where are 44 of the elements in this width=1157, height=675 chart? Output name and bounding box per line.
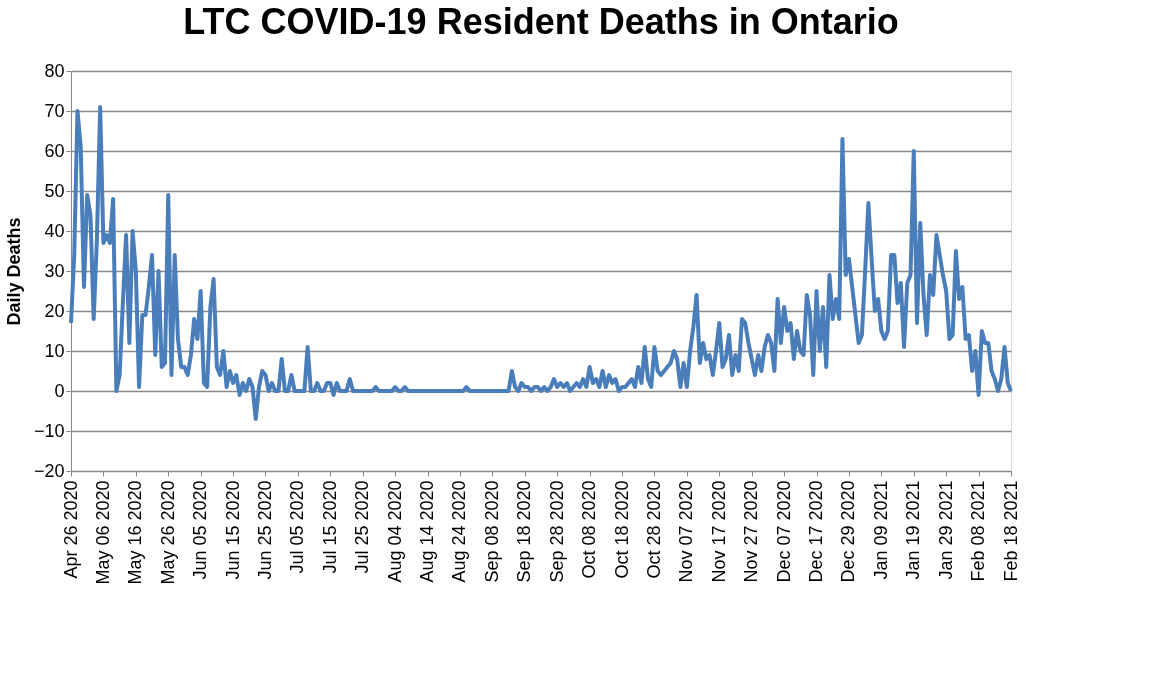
x-tick-label: Jan 19 2021 <box>903 480 924 580</box>
x-tick-label: Jun 25 2020 <box>254 480 275 580</box>
x-tick-label: Oct 18 2020 <box>611 480 632 579</box>
x-tick-label: Sep 28 2020 <box>546 480 567 583</box>
x-tick-label: Jul 25 2020 <box>352 480 373 574</box>
x-tick-label: Jul 15 2020 <box>319 480 340 574</box>
x-tick-label: Feb 18 2021 <box>1000 480 1021 582</box>
x-tick-label: Nov 27 2020 <box>741 480 762 583</box>
y-tick-label: 60 <box>44 140 65 161</box>
y-tick-label: 20 <box>44 300 65 321</box>
y-tick-label: 30 <box>44 260 65 281</box>
x-tick-label: Jan 09 2021 <box>870 480 891 580</box>
chart-title: LTC COVID-19 Resident Deaths in Ontario <box>183 1 899 42</box>
y-tick-label: 0 <box>54 380 65 401</box>
y-tick-label: −20 <box>33 460 65 481</box>
x-tick-label: Nov 07 2020 <box>676 480 697 583</box>
x-tick-label: Nov 17 2020 <box>708 480 729 583</box>
x-tick-label: Dec 29 2020 <box>838 480 859 583</box>
line-series <box>69 105 1013 421</box>
y-tick-label: 40 <box>44 220 65 241</box>
x-tick-label: Feb 08 2021 <box>968 480 989 582</box>
x-tick-label: Aug 14 2020 <box>417 480 438 583</box>
x-tick-label: May 16 2020 <box>125 480 146 585</box>
x-tick-label: Jun 15 2020 <box>222 480 243 580</box>
x-tick-label: Jan 29 2021 <box>935 480 956 580</box>
x-tick-label: Aug 04 2020 <box>384 480 405 583</box>
y-axis-title: Daily Deaths <box>3 217 24 326</box>
x-tick-label: Sep 08 2020 <box>481 480 502 583</box>
y-tick-label: 50 <box>44 180 65 201</box>
y-tick-label: 70 <box>44 100 65 121</box>
x-tick-label: Sep 18 2020 <box>514 480 535 583</box>
y-tick-label: 10 <box>44 340 65 361</box>
x-tick-label: Jun 05 2020 <box>190 480 211 580</box>
y-tick-label: 80 <box>44 60 65 81</box>
x-tick-label: May 26 2020 <box>157 480 178 585</box>
x-tick-label: Apr 26 2020 <box>60 480 81 579</box>
x-tick-label: Oct 08 2020 <box>579 480 600 579</box>
x-tick-label: Dec 17 2020 <box>806 480 827 583</box>
x-tick-label: Aug 24 2020 <box>449 480 470 583</box>
x-tick-label: Jul 05 2020 <box>287 480 308 574</box>
y-tick-label: −10 <box>33 420 65 441</box>
x-tick-label: May 06 2020 <box>92 480 113 585</box>
x-tick-label: Dec 07 2020 <box>773 480 794 583</box>
x-tick-label: Oct 28 2020 <box>643 480 664 579</box>
